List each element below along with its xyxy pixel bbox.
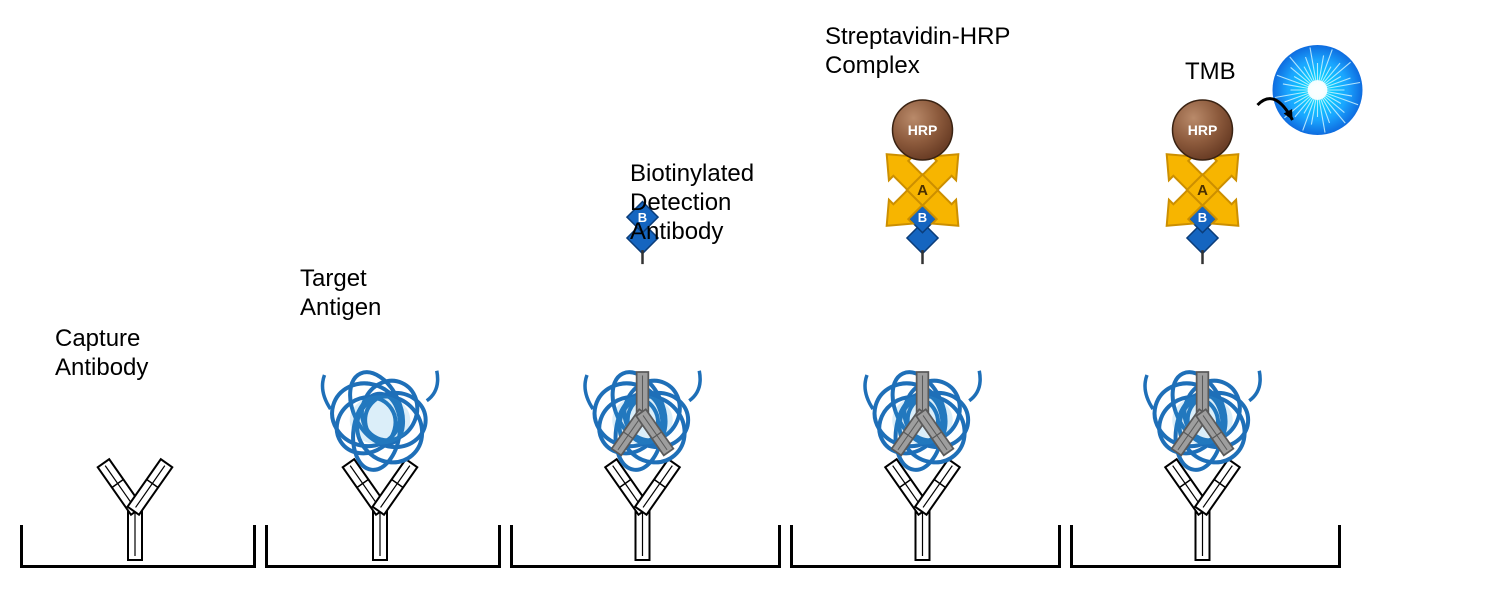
label-antigen: Target Antigen xyxy=(300,265,381,323)
well-step-3 xyxy=(510,525,781,568)
well-step-2 xyxy=(265,525,501,568)
svg-text:HRP: HRP xyxy=(1188,122,1218,138)
step-5-graphics: BAHRP xyxy=(0,0,1500,600)
step-3-graphics: B xyxy=(0,0,1500,600)
label-detect: Biotinylated Detection Antibody xyxy=(630,160,754,246)
well-step-5 xyxy=(1070,525,1341,568)
label-tmb: TMB xyxy=(1185,58,1236,87)
label-strep: Streptavidin-HRP Complex xyxy=(825,23,1010,81)
step-1-graphics xyxy=(0,0,1500,600)
svg-text:HRP: HRP xyxy=(908,122,938,138)
well-step-4 xyxy=(790,525,1061,568)
svg-text:A: A xyxy=(1197,182,1208,199)
svg-text:B: B xyxy=(918,210,927,225)
label-capture: Capture Antibody xyxy=(55,325,148,383)
elisa-diagram: Capture Antibody Target Antigen B Biotinyla… xyxy=(0,0,1500,600)
step-2-graphics xyxy=(0,0,1500,600)
step-4-graphics: BAHRP xyxy=(0,0,1500,600)
svg-text:B: B xyxy=(1198,210,1207,225)
svg-text:A: A xyxy=(917,182,928,199)
well-step-1 xyxy=(20,525,256,568)
